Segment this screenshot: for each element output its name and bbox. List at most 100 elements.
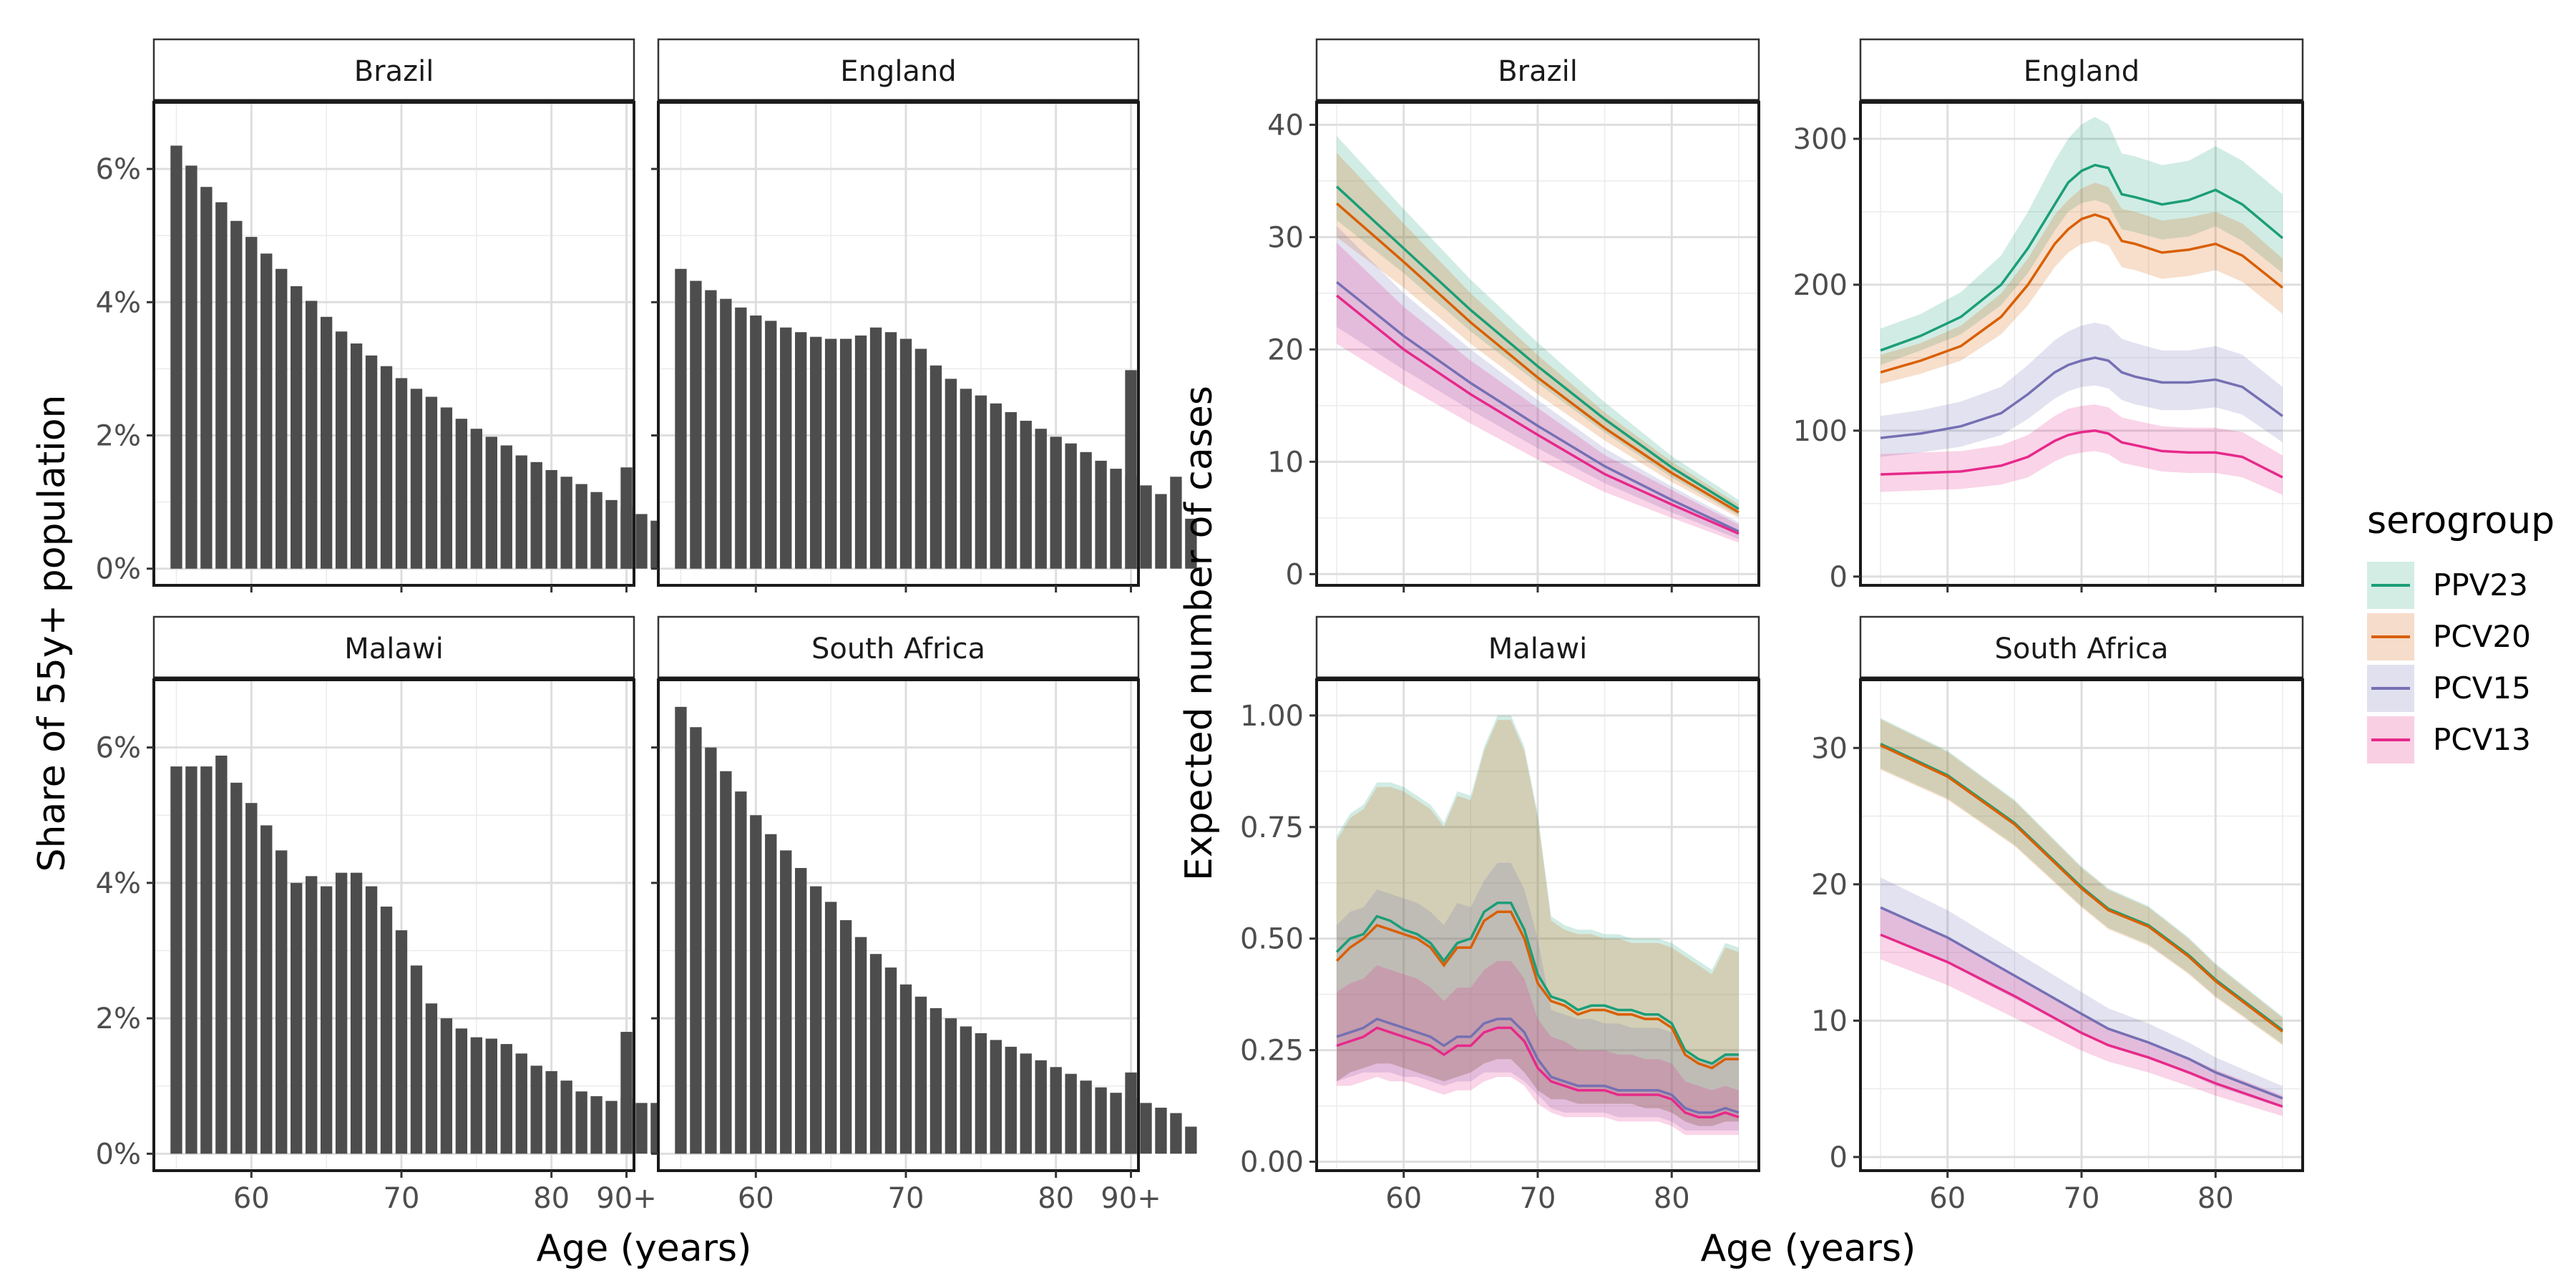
bar <box>975 395 987 569</box>
ribbon-ppv23 <box>1337 136 1739 516</box>
ribbon-pcv13 <box>1880 907 2283 1116</box>
bar <box>1155 1108 1167 1154</box>
bar <box>455 419 468 569</box>
bar <box>1050 436 1062 569</box>
strip-bar-malawi <box>152 615 635 679</box>
bar <box>884 967 897 1154</box>
bar <box>620 467 633 569</box>
bar <box>1140 485 1152 569</box>
panel-bar-brazil: Brazil 0% 2% 4% 6% <box>96 38 693 592</box>
y-tick-label: 200 <box>1793 269 1848 302</box>
bar <box>485 1038 497 1154</box>
bar <box>305 301 318 569</box>
y-tick-label: 2% <box>96 1002 141 1035</box>
bar <box>930 365 942 569</box>
bar <box>839 338 852 569</box>
x-tick-label: 60 <box>1385 1182 1422 1215</box>
ribbon-pcv20 <box>1337 152 1739 518</box>
legend-label-pcv15: PCV15 <box>2433 670 2531 706</box>
bar <box>914 996 927 1154</box>
ribbon-pcv15 <box>1337 225 1739 540</box>
bar <box>1080 1080 1092 1154</box>
bar <box>914 348 927 569</box>
bar <box>720 771 732 1154</box>
bar <box>560 477 572 569</box>
bar <box>1170 477 1182 569</box>
legend: serogroup PPV23 PCV20 PCV15 PCV13 <box>2367 499 2555 763</box>
bar <box>824 902 837 1154</box>
bar <box>990 403 1002 569</box>
bar <box>1155 494 1167 569</box>
panel-line-south-africa: South Africa 0 10 20 30 60 70 80 <box>1811 615 2304 1215</box>
panel-bar-malawi: Malawi 0% 2% 4% 6% 60 70 80 90+ <box>96 615 693 1215</box>
bar <box>260 253 273 569</box>
series-line-ppv23 <box>1335 185 1740 510</box>
bar <box>1110 469 1122 569</box>
strip-label-bar-brazil: Brazil <box>354 55 434 88</box>
bar <box>1020 1053 1032 1154</box>
left-y-axis-label: Share of 55y+ population <box>31 395 74 872</box>
bar <box>720 298 732 569</box>
bar <box>215 755 228 1154</box>
bar <box>395 378 408 569</box>
bar <box>1140 1103 1152 1154</box>
strip-bar-south-africa <box>657 615 1140 679</box>
bar <box>425 1003 438 1154</box>
y-tick-label: 6% <box>96 153 141 186</box>
bar <box>975 1033 987 1154</box>
strip-label-line-south-africa: South Africa <box>1994 633 2168 665</box>
series-line-pcv13 <box>1880 429 2283 479</box>
bar <box>320 886 333 1154</box>
bar <box>380 906 393 1154</box>
bar <box>854 937 867 1154</box>
bar <box>545 1070 557 1154</box>
bar <box>590 1096 602 1154</box>
legend-title: serogroup <box>2367 499 2555 542</box>
bar <box>530 1065 542 1154</box>
bar <box>854 335 867 569</box>
bar <box>185 766 197 1154</box>
bar <box>605 499 618 569</box>
x-tick-label: 90+ <box>596 1182 656 1215</box>
bar <box>410 389 423 569</box>
panel-bar-england: England <box>651 38 1197 592</box>
series-line-pcv13 <box>1336 1026 1740 1118</box>
bar <box>1035 1060 1047 1154</box>
x-tick-label: 70 <box>1520 1182 1556 1215</box>
bar <box>780 850 792 1154</box>
series-line-pcv13 <box>1880 933 2283 1108</box>
y-tick-label: 0 <box>1830 1141 1848 1174</box>
bar <box>1125 1072 1137 1154</box>
strip-bar-brazil <box>152 38 635 102</box>
bar <box>560 1080 572 1154</box>
bar <box>765 834 777 1154</box>
panel-line-brazil: Brazil 0 10 20 30 40 <box>1267 38 1760 592</box>
bar <box>1080 452 1092 569</box>
series-line-pcv20 <box>1335 910 1739 1070</box>
panel-border-bar-brazil <box>152 101 635 587</box>
bar <box>245 803 258 1154</box>
bar <box>590 492 602 569</box>
bar <box>945 379 957 569</box>
series-line-pcv15 <box>1880 906 2283 1100</box>
bar <box>291 286 303 569</box>
strip-label-line-brazil: Brazil <box>1498 55 1578 88</box>
bar <box>320 316 333 569</box>
y-tick-label: 6% <box>96 732 141 765</box>
bar <box>305 876 318 1154</box>
bar <box>705 290 717 569</box>
bar <box>809 336 822 569</box>
bar <box>365 355 378 569</box>
y-tick-label: 100 <box>1793 415 1848 448</box>
bar <box>960 389 972 569</box>
y-tick-label: 4% <box>96 286 141 319</box>
bar <box>1050 1067 1062 1154</box>
bar <box>765 321 777 569</box>
bar <box>185 165 197 569</box>
x-tick-label: 60 <box>233 1182 270 1215</box>
bar <box>170 145 182 569</box>
y-tick-label: 0% <box>96 1138 141 1171</box>
facet-panels: Brazil 0% 2% 4% 6% England Malawi 0% 2% 4% 6% 60 70 8… <box>96 38 2304 1215</box>
bar <box>350 343 363 569</box>
bar <box>1020 421 1032 569</box>
